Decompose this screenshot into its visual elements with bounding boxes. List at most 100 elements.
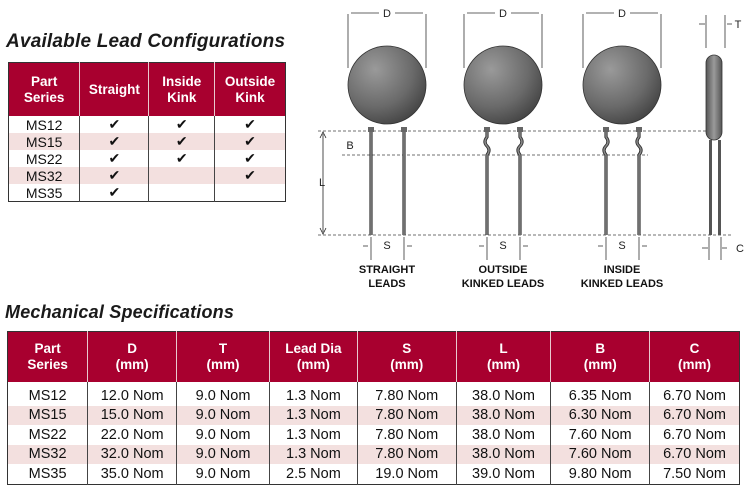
part-series-cell: MS35	[25, 184, 63, 201]
mech-spec-table: Part Series D (mm) T (mm) Lead Dia (mm) S (mm) L (m…	[7, 331, 740, 485]
spec-col-header: T (mm)	[176, 331, 270, 382]
varistor-component: D S INSIDE KINKED LEADS	[581, 8, 664, 290]
header-unit: (mm)	[206, 357, 240, 372]
outside-kink-cell	[214, 184, 286, 202]
table-row: MS35 ✔	[9, 184, 286, 202]
spec-col-header: B (mm)	[550, 331, 650, 382]
spec-col-header: Part Series	[7, 331, 88, 382]
spec-cell: 1.3 Nom	[268, 405, 358, 425]
table-row: MS15 15.0 Nom 9.0 Nom 1.3 Nom 7.80 Nom 38.0 N…	[7, 405, 740, 425]
spec-cell: 7.80 Nom	[356, 444, 457, 464]
varistor-component: D S OUTSIDE KINKED LEADS	[462, 8, 545, 290]
lead-col-header: Inside Kink	[148, 62, 215, 116]
spec-cell: MS22	[28, 426, 67, 443]
header-name: C	[689, 341, 700, 356]
spec-col-header: S (mm)	[356, 331, 457, 382]
lead-config-table: Part Series Straight Inside Kink Outside Kink …	[8, 62, 286, 202]
c-label: C	[736, 243, 744, 255]
spec-cell: 38.0 Nom	[455, 425, 551, 445]
spec-cell: 9.0 Nom	[176, 382, 270, 406]
spec-cell: 6.70 Nom	[649, 444, 740, 464]
spec-cell: MS35	[28, 465, 67, 482]
d-label: D	[618, 8, 626, 20]
header-name: Part	[34, 341, 61, 356]
check-mark-icon: ✔	[108, 116, 121, 132]
header-name: Lead Dia	[285, 341, 342, 356]
header-name: S	[402, 341, 412, 356]
spec-cell: 6.30 Nom	[550, 405, 650, 425]
caption-line2: KINKED LEADS	[462, 278, 545, 290]
spec-cell: 9.0 Nom	[176, 444, 270, 464]
header-unit: (mm)	[390, 357, 424, 372]
header-name: B	[595, 341, 606, 356]
spec-cell: 9.80 Nom	[550, 464, 650, 484]
spec-cell: 19.0 Nom	[356, 464, 457, 484]
header-text: Outside	[224, 73, 276, 89]
part-series-cell: MS12	[25, 116, 63, 133]
spec-cell: 6.70 Nom	[649, 382, 740, 406]
inside-kink-cell: ✔	[148, 150, 215, 167]
spec-cell: 1.3 Nom	[268, 425, 358, 445]
table-row: MS35 35.0 Nom 9.0 Nom 2.5 Nom 19.0 Nom 39.0 N…	[8, 464, 740, 484]
s-label: S	[383, 240, 390, 252]
caption-line1: OUTSIDE	[479, 264, 528, 276]
straight-cell: ✔	[79, 133, 149, 150]
header-text: Part	[31, 73, 58, 89]
outside-kink-cell: ✔	[214, 116, 286, 133]
outside-kink-cell: ✔	[214, 167, 286, 184]
header-unit: (mm)	[296, 357, 330, 372]
header-text: Kink	[235, 89, 265, 105]
d-label: D	[383, 8, 391, 20]
l-dimension	[319, 131, 327, 235]
header-text: Series	[23, 89, 65, 105]
spec-cell: MS32	[7, 444, 88, 464]
varistor-component: D S STRAIGHT LEADS	[347, 8, 427, 290]
check-mark-icon: ✔	[175, 133, 188, 149]
spec-cell: 9.0 Nom	[176, 405, 270, 425]
table-row: MS12 12.0 Nom 9.0 Nom 1.3 Nom 7.80 Nom 38.0 N…	[8, 382, 740, 406]
spec-cell: MS12	[28, 387, 67, 404]
check-mark-icon: ✔	[175, 116, 188, 132]
spec-cell: 9.0 Nom	[176, 425, 270, 445]
caption-line2: KINKED LEADS	[581, 278, 664, 290]
spec-cell: 2.5 Nom	[268, 464, 358, 484]
mech-spec-title: Mechanical Specifications	[5, 302, 235, 322]
spec-cell: 15.0 Nom	[87, 405, 177, 425]
straight-cell: ✔	[79, 150, 149, 167]
lead-col-header: Straight	[79, 62, 149, 116]
header-unit: (mm)	[115, 357, 149, 372]
spec-cell: 7.80 Nom	[356, 405, 457, 425]
header-unit: Series	[27, 357, 68, 372]
check-mark-icon: ✔	[175, 150, 188, 166]
table-row: MS22 22.0 Nom 9.0 Nom 1.3 Nom 7.80 Nom 38.0 N…	[8, 425, 740, 445]
spec-col-header: C (mm)	[649, 331, 740, 382]
table-row: MS15 ✔ ✔ ✔	[8, 133, 286, 150]
spec-cell: 7.80 Nom	[356, 382, 457, 406]
spec-cell: 1.3 Nom	[268, 444, 358, 464]
header-unit: (mm)	[678, 357, 712, 372]
t-label: T	[735, 19, 742, 31]
check-mark-icon: ✔	[108, 150, 121, 166]
outside-kink-cell: ✔	[214, 133, 286, 150]
table-row: MS22 ✔ ✔ ✔	[9, 150, 286, 167]
check-mark-icon: ✔	[108, 133, 121, 149]
spec-cell: 7.50 Nom	[649, 464, 740, 484]
inside-kink-cell: ✔	[148, 133, 215, 150]
spec-cell: 38.0 Nom	[455, 405, 551, 425]
spec-cell: 6.70 Nom	[649, 405, 740, 425]
check-mark-icon: ✔	[244, 150, 256, 166]
spec-cell: 6.35 Nom	[550, 382, 650, 406]
b-label: B	[346, 140, 353, 152]
side-view	[699, 15, 732, 260]
caption-line1: INSIDE	[604, 264, 641, 276]
lead-col-header: Outside Kink	[214, 62, 286, 116]
lead-dimension-diagram: D S STRAIGHT LEADS D S OUTSIDE KINKED LEADS D S IN…	[318, 8, 744, 290]
straight-cell: ✔	[79, 167, 149, 184]
header-name: D	[127, 341, 138, 356]
caption-line1: STRAIGHT	[359, 264, 416, 276]
reference-lines	[318, 130, 732, 236]
check-mark-icon: ✔	[244, 116, 256, 132]
header-unit: (mm)	[583, 357, 617, 372]
spec-cell: 32.0 Nom	[87, 444, 177, 464]
d-label: D	[499, 8, 507, 20]
